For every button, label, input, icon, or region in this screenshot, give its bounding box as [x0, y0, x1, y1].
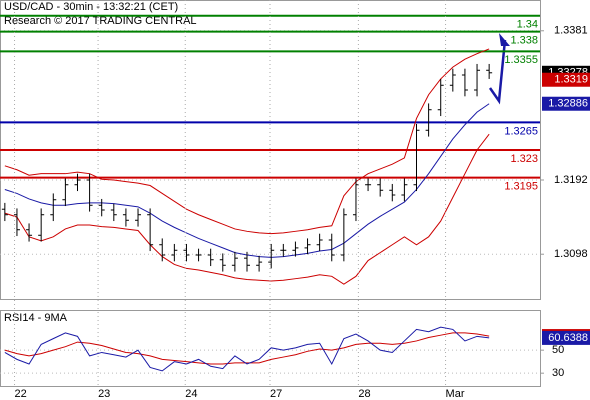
arrow-head: [499, 33, 510, 46]
level-label: 1.323: [510, 153, 538, 165]
indicator-line: [4, 133, 490, 285]
credit: Research © 2017 TRADING CENTRAL: [4, 15, 197, 27]
price-tag-bg: [542, 330, 590, 345]
x-tick-label: 24: [185, 388, 197, 400]
level-label: 1.3195: [504, 181, 538, 193]
y-tick-label: 1.3192: [554, 174, 588, 186]
level-label: 1.34: [517, 19, 538, 31]
price-tag-bg: [542, 72, 590, 87]
level-label: 1.3355: [504, 54, 538, 66]
forecast-arrow: [488, 39, 507, 105]
x-tick-label: 27: [270, 388, 282, 400]
y-tick-label: 1.3098: [554, 248, 588, 260]
level-label: 1.338: [510, 34, 538, 46]
level-label: 1.3265: [504, 125, 538, 137]
price-tag: 60.6388: [548, 332, 588, 344]
rsi-line: [4, 332, 490, 365]
price-tag: 1.32886: [548, 98, 588, 110]
y-tick-label: 30: [552, 367, 564, 379]
rsi-line: [4, 326, 490, 372]
x-tick-label: 23: [98, 388, 110, 400]
price-tag-bg: [542, 96, 590, 111]
x-tick-label: 28: [358, 388, 370, 400]
x-tick-label: Mar: [446, 388, 465, 400]
y-tick-label: 1.3381: [554, 25, 588, 37]
indicator-line: [4, 48, 490, 235]
rsi-title: RSI14 - 9MA: [4, 312, 68, 324]
chart-title: USD/CAD - 30min - 13:32:21 (CET): [4, 1, 178, 13]
price-tag: 1.3319: [554, 74, 588, 86]
x-tick-label: 22: [15, 388, 27, 400]
y-tick-label: 50: [552, 344, 564, 356]
rsi-frame: [0, 310, 541, 387]
